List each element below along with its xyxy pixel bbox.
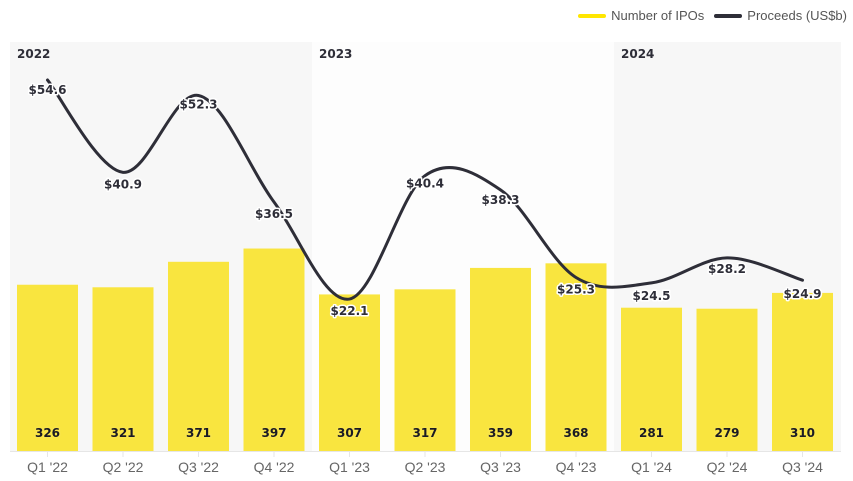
bar-Q4 '23[interactable] [545, 263, 607, 451]
bar-Q2 '22[interactable] [92, 287, 154, 451]
x-axis-label: Q2 '24 [707, 459, 748, 475]
bar-Q3 '22[interactable] [168, 261, 229, 451]
x-axis-label: Q3 '23 [480, 459, 521, 475]
bar-Q1 '23[interactable] [319, 294, 380, 451]
x-axis-label: Q3 '22 [178, 459, 219, 475]
x-axis-label: Q1 '23 [329, 459, 370, 475]
proceeds-value-label: $40.4 [406, 177, 444, 191]
proceeds-value-label: $25.3 [557, 282, 595, 296]
bar-Q4 '22[interactable] [243, 248, 305, 451]
bar-value-labels: 326 321 371 397 307 317 359 368 281 279 310 [33, 425, 816, 442]
legend-label-proceeds: Proceeds (US$b) [747, 8, 847, 23]
bar-value-label: 397 [261, 426, 286, 440]
legend-swatch-proceeds [714, 13, 743, 18]
proceeds-value-label: $24.5 [633, 289, 671, 303]
proceeds-value-label: $54.6 [29, 83, 67, 97]
legend-swatch-ipos [578, 13, 607, 18]
proceeds-value-label: $22.1 [331, 304, 369, 318]
bar-Q1 '22[interactable] [17, 284, 78, 451]
x-axis-label: Q4 '22 [254, 459, 295, 475]
x-axis-label: Q2 '23 [405, 459, 446, 475]
proceeds-value-label: $52.3 [180, 98, 218, 112]
bar-value-label: 279 [714, 426, 739, 440]
panel-year-label: 2022 [17, 47, 50, 61]
bar-Q3 '23[interactable] [470, 267, 531, 451]
legend-label-ipos: Number of IPOs [611, 8, 705, 23]
bar-value-label: 359 [488, 426, 513, 440]
proceeds-labels: $54.6 $40.9 $52.3 $36.5 $22.1 $40.4 $38.3 $25.3… [27, 82, 823, 320]
proceeds-value-label: $38.3 [482, 193, 520, 207]
bar-value-label: 281 [639, 426, 664, 440]
bar-Q3 '24[interactable] [772, 292, 833, 451]
chart-legend: Number of IPOs Proceeds (US$b) [578, 8, 847, 23]
bar-Q2 '24[interactable] [696, 308, 758, 451]
x-axis-label: Q1 '24 [631, 459, 672, 475]
year-panels: 2022 2023 2024 [10, 42, 841, 452]
proceeds-line [46, 78, 804, 301]
proceeds-value-label: $40.9 [104, 177, 142, 191]
x-axis-ticks: Q1 '22 Q2 '22 Q3 '22 Q4 '22 Q1 '23 Q2 '23 Q3 '… [27, 452, 823, 475]
panel-year-label: 2023 [319, 47, 352, 61]
proceeds-value-label: $28.2 [708, 262, 746, 276]
bar-value-label: 326 [35, 426, 60, 440]
ipo-bars [17, 248, 833, 451]
bar-value-label: 321 [110, 426, 135, 440]
bar-Q2 '23[interactable] [394, 289, 456, 451]
legend-item-ipos[interactable]: Number of IPOs [578, 8, 704, 23]
bar-value-label: 368 [563, 426, 588, 440]
proceeds-value-label: $24.9 [784, 287, 822, 301]
bar-Q1 '24[interactable] [621, 307, 682, 451]
proceeds-value-label: $36.5 [255, 207, 293, 221]
x-axis-label: Q4 '23 [556, 459, 597, 475]
bar-value-label: 310 [790, 426, 815, 440]
x-axis-label: Q2 '22 [103, 459, 144, 475]
panel-year-label: 2024 [621, 47, 654, 61]
bar-value-label: 317 [412, 426, 437, 440]
bar-value-label: 371 [186, 426, 211, 440]
x-axis-label: Q1 '22 [27, 459, 68, 475]
x-axis-label: Q3 '24 [782, 459, 823, 475]
bar-value-label: 307 [337, 426, 362, 440]
legend-item-proceeds[interactable]: Proceeds (US$b) [714, 8, 847, 23]
